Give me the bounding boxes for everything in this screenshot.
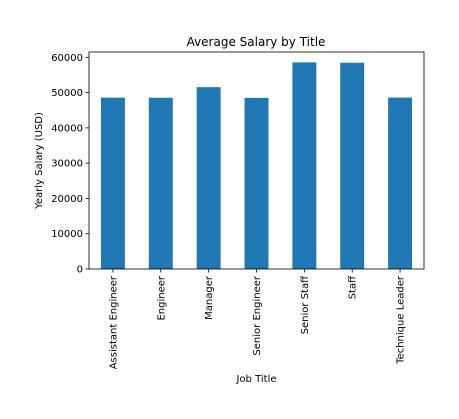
y-tick-label: 40000 [51, 123, 83, 134]
y-axis-label: Yearly Salary (USD) [34, 112, 45, 210]
bar-technique-leader [388, 97, 413, 269]
bar-engineer [148, 97, 173, 269]
x-tick-label: Engineer [156, 275, 167, 320]
y-tick-label: 20000 [51, 194, 83, 205]
chart-title: Average Salary by Title [187, 35, 326, 49]
y-axis: 0 10000 20000 30000 40000 50000 60000 [51, 53, 89, 276]
plot-frame [88, 51, 425, 270]
x-tick-label: Staff [348, 275, 359, 299]
y-tick-label: 0 [77, 265, 83, 276]
y-tick-label: 30000 [51, 159, 83, 170]
y-tick-label: 50000 [51, 88, 83, 99]
y-tick-label: 60000 [51, 53, 83, 64]
x-tick-label: Senior Staff [300, 275, 311, 334]
bars-group [100, 62, 413, 270]
bar-senior-staff [292, 62, 317, 270]
x-tick-label: Technique Leader [396, 275, 407, 365]
bar-manager [196, 87, 221, 269]
y-tick-label: 10000 [51, 229, 83, 240]
x-tick-label: Senior Engineer [252, 275, 263, 355]
x-axis: Assistant Engineer Engineer Manager Senior … [108, 269, 407, 369]
bar-staff [340, 62, 365, 269]
bar-assistant-engineer [100, 97, 125, 270]
bar-senior-engineer [244, 97, 269, 270]
x-axis-label: Job Title [235, 374, 276, 385]
x-tick-label: Manager [204, 275, 215, 320]
x-tick-label: Assistant Engineer [108, 275, 119, 369]
